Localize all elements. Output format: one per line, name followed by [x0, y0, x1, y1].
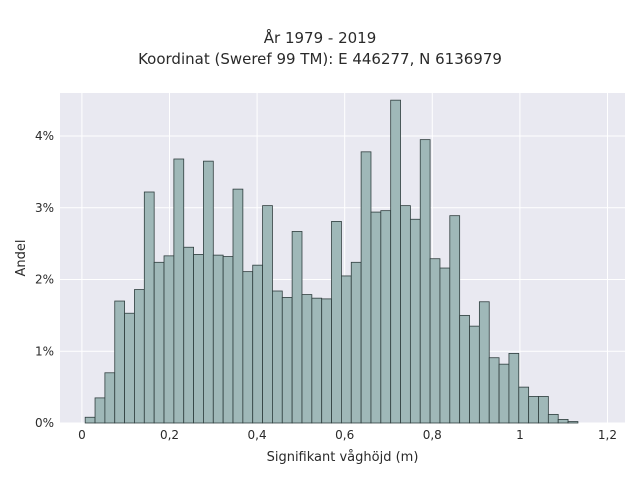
histogram-bar	[528, 396, 539, 424]
x-tick-label: 0,8	[423, 428, 442, 442]
histogram-bar	[94, 397, 106, 424]
histogram-bar	[518, 386, 530, 424]
x-tick-label: 0,2	[160, 428, 179, 442]
histogram-bar	[380, 210, 392, 424]
histogram-bar	[459, 314, 470, 424]
histogram-bar	[232, 188, 244, 424]
histogram-bar	[222, 256, 234, 424]
y-tick-label: 1%	[35, 344, 54, 358]
histogram-bar	[153, 261, 165, 424]
histogram-bar	[124, 312, 135, 424]
histogram-bar	[212, 254, 224, 424]
x-tick-label: 1,2	[598, 428, 617, 442]
histogram-bar	[429, 258, 441, 424]
y-tick-label: 4%	[35, 129, 54, 143]
y-tick-label: 2%	[35, 273, 54, 287]
histogram-bar	[419, 139, 431, 424]
histogram-bar	[449, 215, 461, 424]
histogram-bar	[360, 151, 372, 424]
histogram-bar	[84, 416, 96, 424]
histogram-bar	[567, 421, 579, 424]
histogram-bar	[331, 221, 342, 424]
histogram-bar	[143, 191, 155, 424]
histogram-bar	[439, 267, 451, 424]
x-tick-label: 0	[78, 428, 86, 442]
x-tick-label: 1	[516, 428, 524, 442]
histogram-bar	[321, 298, 332, 424]
y-axis-title: Andel	[14, 240, 29, 277]
x-axis-title: Signifikant våghöjd (m)	[267, 450, 419, 465]
x-tick-label: 0,4	[248, 428, 267, 442]
histogram-bars	[84, 99, 579, 424]
y-tick-label: 0%	[35, 416, 54, 430]
histogram-bar	[508, 353, 520, 424]
histogram-bar	[498, 363, 510, 424]
histogram-bar	[409, 218, 421, 424]
histogram-bar	[390, 99, 401, 424]
histogram-bar	[301, 294, 313, 424]
histogram-bar	[291, 231, 303, 424]
chart-title-line-1: År 1979 - 2019	[263, 29, 377, 47]
histogram-bar	[538, 396, 549, 424]
histogram-bar	[134, 289, 145, 424]
histogram-bar	[252, 264, 263, 424]
y-axis-ticks: 0% 1% 2% 3% 4%	[35, 129, 54, 430]
histogram-bar	[469, 325, 480, 424]
histogram-bar	[163, 255, 175, 424]
histogram-bar	[488, 357, 500, 424]
y-tick-label: 3%	[35, 201, 54, 215]
histogram-bar	[104, 372, 116, 424]
histogram-bar	[183, 246, 194, 424]
histogram-bar	[400, 205, 411, 424]
histogram-bar	[311, 297, 323, 424]
x-tick-label: 0,6	[335, 428, 354, 442]
histogram-bar	[341, 275, 352, 424]
histogram-bar	[478, 301, 490, 424]
histogram-bar	[114, 300, 126, 424]
histogram-bar	[350, 261, 362, 424]
histogram-bar	[242, 271, 254, 424]
histogram-bar	[370, 211, 382, 424]
histogram-bar	[262, 205, 273, 424]
histogram-bar	[557, 419, 569, 424]
histogram-bar	[281, 297, 293, 424]
chart-title-line-2: Koordinat (Sweref 99 TM): E 446277, N 61…	[138, 50, 502, 68]
histogram-bar	[203, 160, 214, 424]
x-axis-ticks: 0 0,2 0,4 0,6 0,8 1 1,2	[78, 428, 617, 442]
histogram-bar	[272, 290, 283, 424]
histogram-bar	[173, 158, 185, 424]
histogram-bar	[193, 254, 204, 424]
histogram-bar	[547, 413, 559, 424]
